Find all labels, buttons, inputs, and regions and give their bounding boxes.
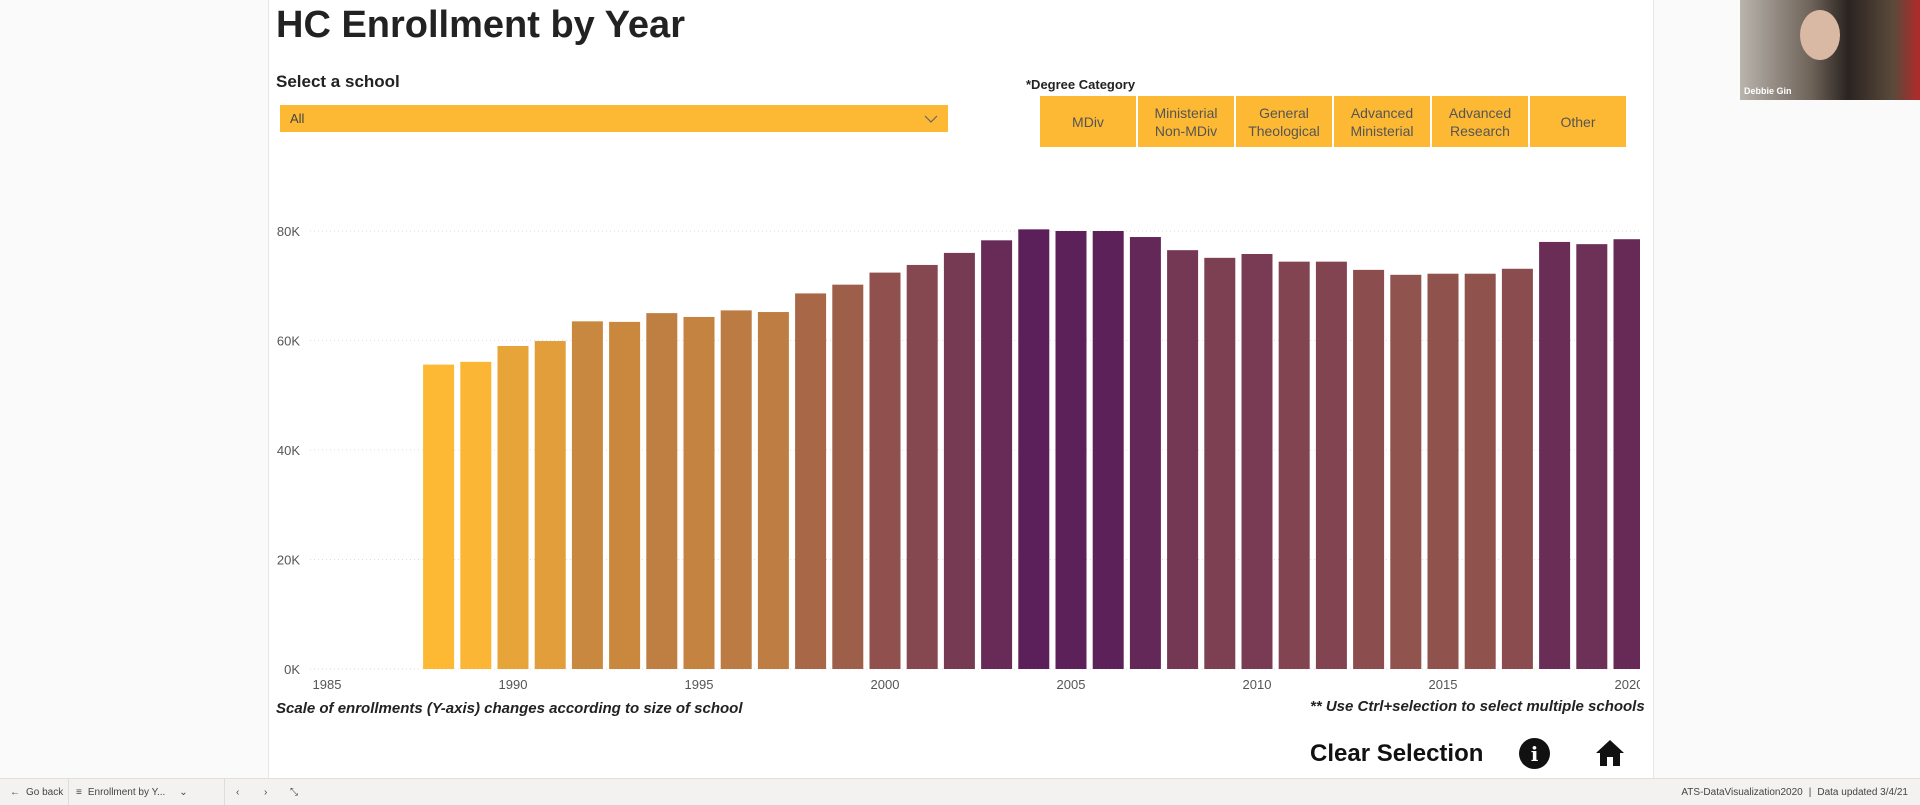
enrollment-bar-chart: 0K 20K 40K 60K 80K 1985 1990 1995 2000 2005 2010 20… bbox=[277, 224, 1640, 692]
info-icon[interactable]: i bbox=[1519, 738, 1550, 769]
y-tick-label: 20K bbox=[277, 553, 300, 568]
page-title: HC Enrollment by Year bbox=[276, 4, 685, 46]
bar-1998 bbox=[795, 293, 827, 669]
go-back-label: Go back bbox=[26, 786, 64, 798]
bar-2011 bbox=[1278, 261, 1310, 669]
chevron-left-icon: ‹ bbox=[236, 786, 240, 798]
school-filter-label: Select a school bbox=[276, 72, 400, 91]
bar-1991 bbox=[534, 341, 566, 669]
webcam-video: Debbie Gin bbox=[1740, 0, 1920, 100]
school-dropdown-value: All bbox=[290, 111, 305, 126]
bar-2014 bbox=[1390, 274, 1422, 669]
bar-2008 bbox=[1167, 250, 1199, 669]
bar-1989 bbox=[460, 361, 492, 669]
divider bbox=[68, 779, 69, 805]
degree-button-mdiv[interactable]: MDiv bbox=[1040, 96, 1136, 147]
bar-2018 bbox=[1539, 241, 1571, 669]
page-name: Enrollment by Y... bbox=[87, 786, 166, 798]
y-tick-label: 0K bbox=[284, 662, 300, 677]
page-list-icon: ≡ bbox=[76, 786, 82, 798]
bar-2013 bbox=[1353, 269, 1385, 669]
multi-select-note: ** Use Ctrl+selection to select multiple… bbox=[1310, 698, 1645, 715]
bar-2020 bbox=[1613, 239, 1640, 669]
degree-category-label: *Degree Category bbox=[1026, 77, 1136, 92]
x-tick-label: 1990 bbox=[499, 677, 528, 692]
y-axis-note: Scale of enrollments (Y-axis) changes ac… bbox=[276, 700, 743, 717]
chevron-right-icon: › bbox=[264, 786, 268, 798]
x-tick-label: 2000 bbox=[871, 677, 900, 692]
arrow-left-icon: ← bbox=[10, 786, 20, 798]
bar-2009 bbox=[1204, 257, 1236, 669]
x-tick-label: 1985 bbox=[313, 677, 342, 692]
bar-2003 bbox=[981, 240, 1013, 669]
bar-2012 bbox=[1315, 261, 1347, 669]
chevron-down-icon bbox=[924, 115, 938, 123]
divider bbox=[224, 779, 225, 805]
degree-button-advanced-ministerial[interactable]: Advanced Ministerial bbox=[1334, 96, 1430, 147]
degree-category-slicer: MDiv Ministerial Non-MDiv General Theolo… bbox=[1040, 96, 1626, 147]
bar-1990 bbox=[497, 345, 529, 669]
school-dropdown[interactable]: All bbox=[280, 105, 948, 132]
bar-2007 bbox=[1129, 237, 1161, 669]
participant-name: Debbie Gin bbox=[1744, 86, 1792, 96]
go-back-button[interactable]: ← Go back bbox=[10, 779, 63, 805]
degree-button-other[interactable]: Other bbox=[1530, 96, 1626, 147]
fullscreen-exit-button[interactable]: ⤡ bbox=[290, 779, 298, 805]
bar-2019 bbox=[1576, 244, 1608, 669]
x-tick-label: 2015 bbox=[1429, 677, 1458, 692]
page-selector[interactable]: ≡ Enrollment by Y... ⌄ bbox=[76, 779, 216, 805]
bar-1992 bbox=[571, 321, 603, 669]
collapse-icon: ⤡ bbox=[290, 786, 298, 798]
y-tick-label: 40K bbox=[277, 443, 300, 458]
bar-1999 bbox=[832, 284, 864, 669]
report-info: ATS-DataVisualization2020 | Data updated 3… bbox=[1681, 779, 1908, 805]
x-tick-label: 2005 bbox=[1057, 677, 1086, 692]
bar-2002 bbox=[943, 252, 975, 669]
bar-2016 bbox=[1464, 273, 1496, 669]
home-icon[interactable] bbox=[1594, 738, 1626, 768]
bar-1996 bbox=[720, 310, 752, 669]
x-tick-label: 1995 bbox=[685, 677, 714, 692]
bar-2004 bbox=[1018, 229, 1050, 670]
participant-face bbox=[1800, 10, 1840, 60]
x-tick-label: 2020 bbox=[1615, 677, 1640, 692]
bar-2015 bbox=[1427, 273, 1459, 669]
degree-button-ministerial-non-mdiv[interactable]: Ministerial Non-MDiv bbox=[1138, 96, 1234, 147]
bar-1997 bbox=[757, 312, 789, 669]
clear-selection-button[interactable]: Clear Selection bbox=[1310, 740, 1484, 767]
y-tick-label: 60K bbox=[277, 334, 300, 349]
next-page-button[interactable]: › bbox=[264, 779, 267, 805]
bar-1995 bbox=[683, 316, 715, 669]
bar-1994 bbox=[646, 313, 678, 669]
bar-2010 bbox=[1241, 253, 1273, 669]
bar-2005 bbox=[1055, 231, 1087, 669]
previous-page-button[interactable]: ‹ bbox=[236, 779, 239, 805]
bottom-navigation-bar: ← Go back ≡ Enrollment by Y... ⌄ ‹ › ⤡ ATS-… bbox=[0, 778, 1920, 805]
chevron-down-icon: ⌄ bbox=[179, 786, 188, 798]
divider: | bbox=[1808, 786, 1812, 798]
report-name: ATS-DataVisualization2020 bbox=[1681, 786, 1803, 798]
bar-2006 bbox=[1092, 231, 1124, 669]
bar-1988 bbox=[423, 364, 455, 669]
data-updated: Data updated 3/4/21 bbox=[1817, 786, 1908, 798]
bar-2001 bbox=[906, 264, 938, 669]
bar-2000 bbox=[869, 272, 901, 669]
y-tick-label: 80K bbox=[277, 224, 300, 239]
degree-button-general-theological[interactable]: General Theological bbox=[1236, 96, 1332, 147]
bar-1993 bbox=[609, 321, 641, 669]
degree-button-advanced-research[interactable]: Advanced Research bbox=[1432, 96, 1528, 147]
x-tick-label: 2010 bbox=[1243, 677, 1272, 692]
bar-2017 bbox=[1501, 268, 1533, 669]
